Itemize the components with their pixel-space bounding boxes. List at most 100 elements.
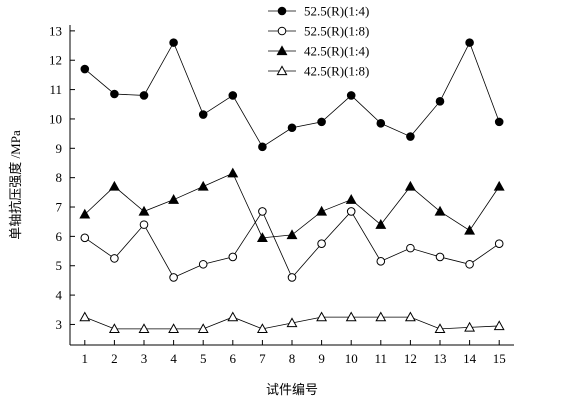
data-point (197, 323, 209, 334)
data-point (258, 207, 267, 216)
x-tick-label: 8 (289, 351, 296, 366)
y-tick-label: 6 (56, 229, 63, 244)
series-4 (79, 311, 505, 334)
x-axis-title: 试件编号 (266, 382, 318, 397)
data-point (108, 323, 120, 334)
data-point (108, 180, 120, 191)
data-point (110, 254, 119, 263)
x-tick-label: 10 (345, 351, 358, 366)
legend-marker (276, 45, 288, 56)
data-point (435, 97, 445, 106)
data-point (494, 239, 504, 249)
legend-item: 52.5(R)(1:8) (268, 24, 369, 39)
data-point (346, 207, 356, 216)
y-tick-label: 3 (56, 317, 63, 332)
data-point (228, 91, 238, 100)
legend-label: 42.5(R)(1:8) (304, 64, 369, 79)
y-tick-label: 8 (56, 170, 63, 185)
data-point (434, 205, 446, 216)
legend-label: 52.5(R)(1:8) (304, 24, 369, 39)
data-point (227, 167, 239, 178)
y-tick-label: 5 (56, 258, 63, 273)
data-point (79, 311, 91, 322)
x-tick-label: 7 (259, 351, 266, 366)
series-1 (80, 38, 504, 152)
data-point (198, 110, 208, 119)
x-tick-label: 11 (375, 351, 388, 366)
data-point (375, 219, 387, 229)
data-point (493, 180, 505, 191)
x-tick-label: 6 (230, 351, 237, 366)
data-point (139, 220, 149, 229)
legend: 52.5(R)(1:4) 52.5(R)(1:8) 42.5(R)(1:4) 42.5… (268, 4, 369, 79)
data-point (317, 239, 326, 249)
y-tick-label: 13 (49, 23, 62, 38)
data-point (316, 205, 328, 216)
data-point (465, 38, 474, 47)
x-tick-label: 5 (200, 351, 207, 366)
data-point (375, 311, 387, 322)
x-tick-label: 2 (111, 351, 118, 366)
data-point (138, 323, 150, 334)
data-point (139, 91, 149, 100)
chart-axes (69, 25, 514, 346)
legend-marker (277, 6, 287, 16)
x-tick-label: 1 (82, 351, 89, 366)
data-point (404, 180, 416, 191)
data-point (168, 194, 180, 204)
data-point (198, 259, 208, 269)
x-tick-label: 4 (170, 351, 177, 366)
legend-marker (277, 26, 287, 36)
data-point (227, 311, 239, 322)
data-point (287, 273, 297, 282)
x-tick-label: 13 (434, 351, 447, 366)
x-tick-label: 3 (141, 351, 148, 366)
legend-item: 42.5(R)(1:8) (268, 64, 369, 79)
x-tick-label: 9 (318, 351, 325, 366)
data-point (406, 243, 415, 253)
data-point (316, 311, 328, 322)
legend-item: 42.5(R)(1:4) (268, 44, 369, 59)
series-2 (80, 207, 504, 282)
data-point (286, 229, 298, 240)
data-point (169, 38, 178, 47)
data-point (376, 257, 386, 266)
data-point (376, 119, 386, 128)
data-point (79, 208, 91, 219)
legend-label: 52.5(R)(1:4) (304, 4, 369, 19)
legend-item: 52.5(R)(1:4) (268, 4, 369, 19)
y-tick-label: 10 (49, 111, 62, 126)
data-point (493, 320, 505, 331)
data-point (435, 252, 445, 262)
data-point (345, 311, 357, 322)
data-point (138, 205, 150, 216)
x-tick-label: 12 (404, 351, 417, 366)
data-point (197, 180, 209, 191)
x-tick-label: 15 (493, 351, 506, 366)
legend-marker (276, 65, 288, 76)
data-point (406, 132, 415, 141)
series-line (84, 210, 500, 279)
data-point (256, 323, 268, 334)
data-point (80, 233, 90, 243)
data-point (346, 91, 356, 100)
data-point (169, 273, 178, 282)
data-point (258, 142, 267, 152)
y-axis-title: 单轴抗压强度 /MPa (8, 130, 23, 240)
y-tick-label: 7 (56, 200, 63, 215)
y-tick-label: 9 (56, 141, 63, 156)
legend-label: 42.5(R)(1:4) (304, 44, 369, 59)
data-point (317, 117, 326, 127)
data-point (494, 117, 504, 127)
y-tick-label: 4 (56, 288, 63, 303)
data-point (465, 259, 474, 269)
data-point (80, 64, 90, 74)
data-point (256, 232, 268, 243)
data-point (110, 89, 119, 99)
data-point (464, 224, 476, 235)
data-point (168, 323, 180, 334)
series-3 (79, 167, 505, 243)
y-tick-label: 12 (49, 53, 62, 68)
